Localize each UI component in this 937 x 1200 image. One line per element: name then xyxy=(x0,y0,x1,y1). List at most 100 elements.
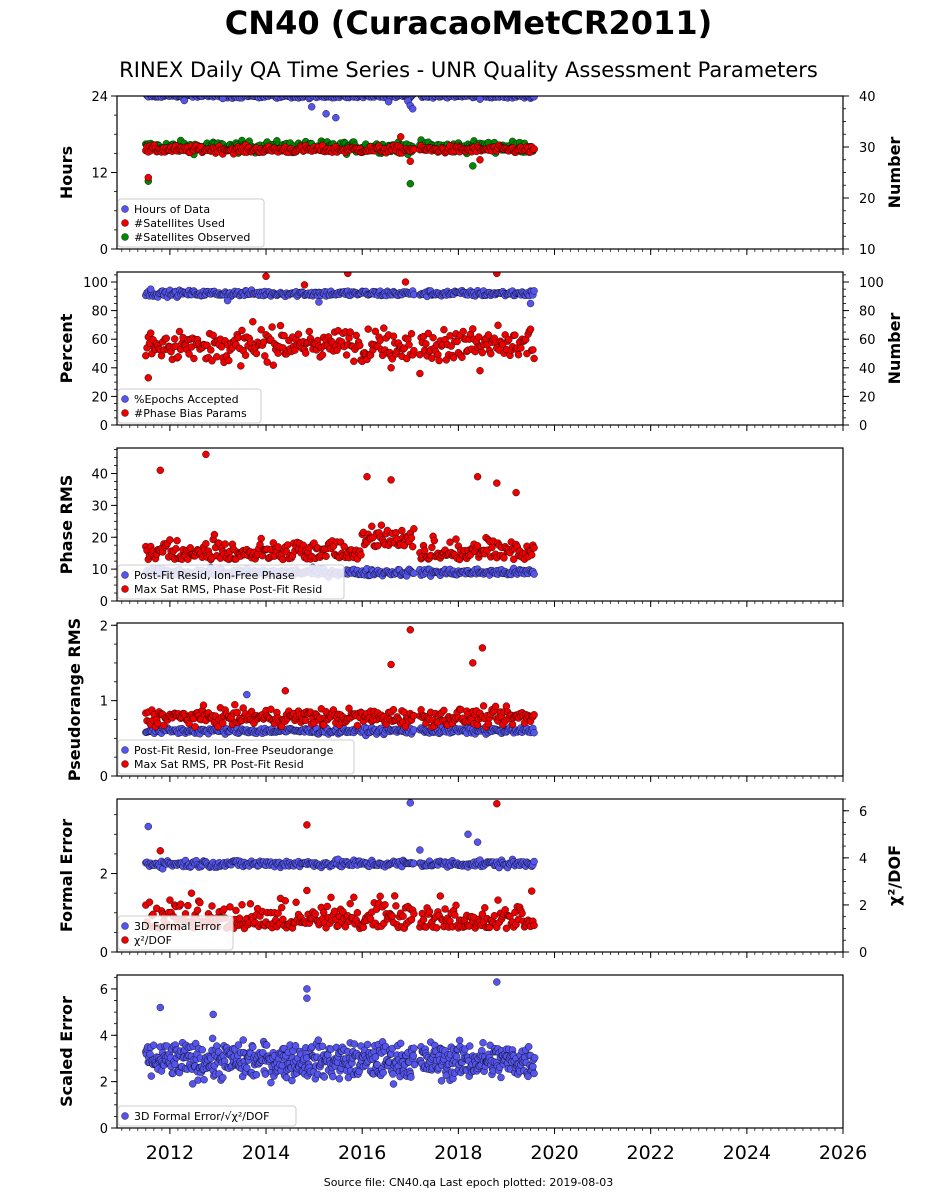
data-point-outlier xyxy=(387,476,395,484)
panel-3-points xyxy=(142,450,538,581)
data-point xyxy=(238,326,246,335)
y-right-axis-label: χ²/DOF xyxy=(885,845,904,906)
data-point xyxy=(233,708,241,717)
data-point xyxy=(405,341,413,349)
panel-6-points xyxy=(142,978,539,1088)
data-point xyxy=(441,905,449,913)
legend-marker xyxy=(121,219,129,227)
data-point-outlier xyxy=(243,690,251,699)
data-point xyxy=(511,331,519,339)
y-tick-label: 20 xyxy=(91,390,108,405)
data-point-outlier xyxy=(526,299,535,308)
data-point xyxy=(318,1042,327,1051)
data-point-outlier xyxy=(322,110,330,118)
data-point xyxy=(530,544,538,552)
data-point xyxy=(267,1078,275,1087)
data-point-outlier xyxy=(384,97,393,106)
data-point-outlier xyxy=(406,799,414,807)
data-point xyxy=(235,914,244,922)
y-tick-label: 4 xyxy=(100,1029,108,1044)
data-point-outlier xyxy=(146,285,155,293)
data-point xyxy=(196,898,204,907)
data-point xyxy=(219,1073,227,1082)
y-axis-label: Pseudorange RMS xyxy=(65,618,84,781)
legend-marker xyxy=(121,936,129,944)
y-tick-label: 30 xyxy=(91,499,108,514)
data-point xyxy=(174,353,183,361)
data-point xyxy=(530,1069,538,1078)
data-point-outlier xyxy=(512,488,520,497)
legend-box xyxy=(117,388,262,424)
data-point xyxy=(202,540,210,548)
data-point-outlier xyxy=(409,105,417,113)
y-right-tick-label: 30 xyxy=(859,141,876,156)
data-point xyxy=(274,543,282,551)
data-point xyxy=(225,356,233,365)
data-point xyxy=(377,521,386,529)
data-point xyxy=(311,910,319,918)
data-point-outlier xyxy=(209,1010,217,1019)
y-tick-label: 0 xyxy=(100,1122,108,1137)
data-point xyxy=(446,538,454,546)
data-point-outlier xyxy=(144,822,153,831)
data-point xyxy=(407,534,416,542)
data-point-outlier xyxy=(332,113,340,122)
y-right-tick-label: 2 xyxy=(859,899,867,914)
data-point xyxy=(359,923,368,931)
data-point xyxy=(410,910,418,918)
data-point-outlier xyxy=(303,821,311,829)
data-point xyxy=(320,908,328,917)
data-point xyxy=(409,543,417,551)
y-right-tick-label: 40 xyxy=(859,362,876,377)
plot-frame xyxy=(116,447,844,602)
data-point xyxy=(329,1072,337,1081)
data-point xyxy=(484,720,493,728)
data-point xyxy=(494,896,502,904)
data-point xyxy=(187,889,196,897)
data-point xyxy=(346,900,354,908)
y-axis-label: Hours xyxy=(57,146,76,199)
legend-box xyxy=(117,915,234,951)
data-point xyxy=(241,351,250,359)
y-tick-label: 12 xyxy=(91,167,108,182)
y-tick-label: 60 xyxy=(91,333,108,348)
data-point xyxy=(380,324,388,332)
data-point xyxy=(401,722,410,731)
data-point xyxy=(452,901,460,909)
data-point xyxy=(268,323,276,331)
data-point xyxy=(371,327,380,336)
data-point xyxy=(452,535,460,543)
data-point-outlier xyxy=(406,157,414,166)
data-point xyxy=(350,893,358,901)
y-right-tick-label: 6 xyxy=(859,805,867,820)
data-point xyxy=(452,1052,461,1061)
data-point xyxy=(149,1041,158,1049)
data-point xyxy=(280,332,288,340)
data-point-outlier xyxy=(156,1003,165,1012)
data-point xyxy=(518,909,526,918)
data-point xyxy=(494,321,502,329)
data-point-outlier xyxy=(144,374,153,382)
data-point xyxy=(352,331,360,340)
data-point xyxy=(345,334,353,342)
data-point-outlier xyxy=(401,278,410,286)
data-point xyxy=(530,354,538,363)
data-point xyxy=(252,1070,261,1079)
chart-title: CN40 (CuracaoMetCR2011) xyxy=(224,4,713,42)
y-tick-label: 2 xyxy=(100,868,108,883)
data-point xyxy=(162,334,171,342)
data-point xyxy=(281,897,289,905)
data-point xyxy=(314,1036,322,1044)
y-tick-label: 1 xyxy=(100,695,108,710)
data-point xyxy=(525,1042,533,1051)
data-point-outlier xyxy=(469,162,477,170)
data-point-outlier xyxy=(469,659,477,667)
data-point xyxy=(529,1062,537,1071)
data-point xyxy=(294,330,303,338)
data-point xyxy=(419,915,428,924)
y-tick-label: 0 xyxy=(100,243,108,258)
y-right-tick-label: 20 xyxy=(859,390,876,405)
data-point xyxy=(160,721,168,730)
data-point xyxy=(530,96,538,101)
